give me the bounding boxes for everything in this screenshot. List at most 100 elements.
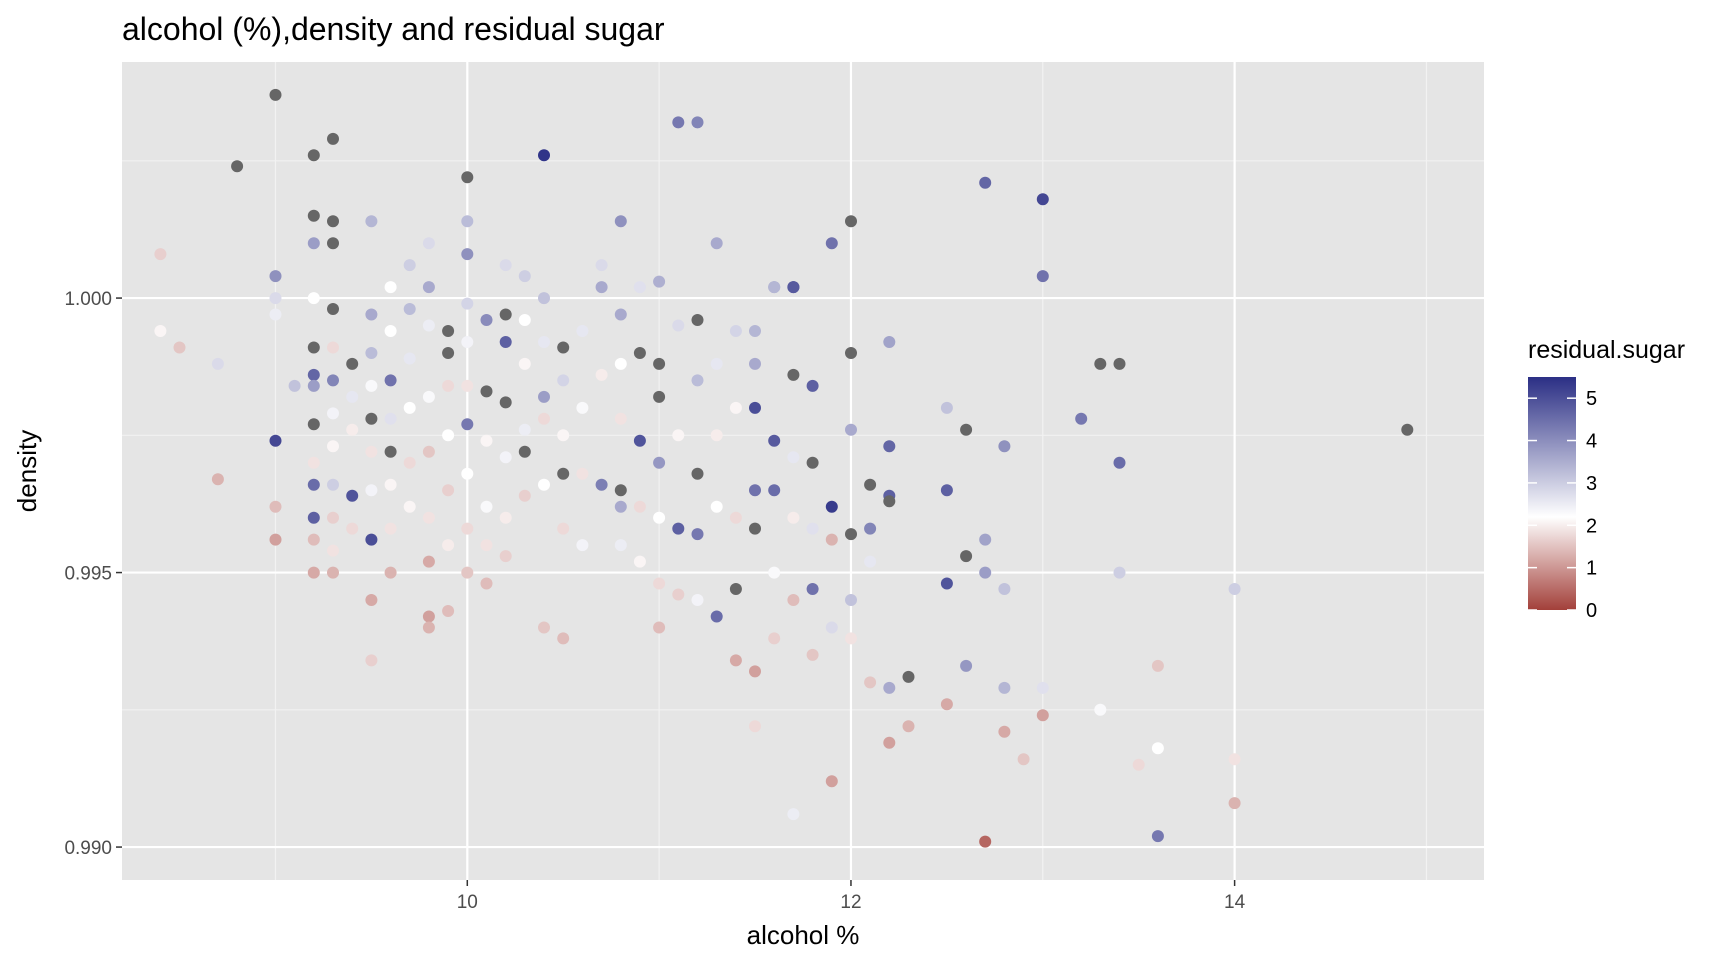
- data-point: [327, 132, 339, 145]
- data-point: [307, 456, 320, 469]
- data-point: [979, 533, 992, 546]
- data-point: [729, 654, 742, 667]
- data-point: [787, 451, 800, 464]
- data-point: [557, 632, 570, 645]
- data-point: [461, 418, 474, 431]
- data-point: [845, 594, 857, 606]
- data-point: [614, 412, 627, 425]
- data-point: [327, 341, 339, 354]
- data-point: [825, 533, 838, 546]
- x-tick-label: 14: [1224, 892, 1246, 913]
- data-point: [346, 423, 359, 436]
- legend-tick-label: 3: [1586, 473, 1597, 495]
- data-point: [1094, 357, 1107, 370]
- data-point: [384, 374, 397, 387]
- data-point: [883, 736, 896, 749]
- data-point: [864, 676, 877, 689]
- data-point: [307, 511, 320, 524]
- data-point: [384, 522, 397, 535]
- data-point: [538, 478, 550, 491]
- data-point: [614, 539, 627, 552]
- data-point: [557, 429, 570, 442]
- data-point: [422, 445, 435, 458]
- data-point: [538, 621, 550, 634]
- data-point: [422, 621, 435, 634]
- data-point: [998, 681, 1011, 694]
- data-point: [499, 308, 512, 321]
- data-point: [307, 566, 320, 579]
- data-point: [327, 478, 339, 491]
- data-point: [480, 500, 493, 513]
- data-point: [403, 352, 416, 365]
- data-point: [595, 259, 608, 272]
- data-point: [768, 281, 781, 294]
- data-point: [1151, 659, 1164, 672]
- legend: residual.sugar 0 1 2 3 4 5: [1528, 336, 1685, 622]
- data-point: [710, 610, 723, 623]
- data-point: [845, 347, 857, 359]
- data-point: [365, 654, 378, 667]
- data-point: [1151, 830, 1164, 843]
- data-point: [442, 379, 455, 392]
- data-point: [672, 116, 685, 129]
- data-point: [403, 500, 416, 513]
- data-point: [806, 583, 819, 595]
- data-point: [480, 434, 493, 447]
- data-point: [173, 341, 186, 354]
- data-point: [576, 401, 589, 414]
- legend-title: residual.sugar: [1528, 336, 1685, 364]
- data-point: [768, 484, 781, 497]
- data-point: [518, 270, 531, 283]
- data-point: [307, 368, 320, 381]
- data-point: [729, 325, 742, 337]
- data-point: [499, 259, 512, 272]
- data-point: [672, 522, 685, 535]
- data-point: [365, 484, 378, 497]
- data-point: [653, 511, 666, 524]
- data-point: [365, 308, 378, 321]
- data-point: [538, 336, 550, 348]
- data-point: [1228, 797, 1241, 810]
- data-point: [461, 522, 474, 535]
- data-point: [576, 325, 589, 337]
- data-point: [979, 835, 992, 848]
- data-point: [365, 594, 378, 606]
- data-point: [806, 456, 819, 469]
- data-point: [691, 594, 704, 606]
- data-point: [1132, 758, 1145, 771]
- legend-ticks: 0 1 2 3 4 5: [1528, 388, 1597, 622]
- data-point: [557, 522, 570, 535]
- data-point: [576, 467, 589, 480]
- data-point: [557, 341, 570, 354]
- data-point: [979, 566, 992, 579]
- data-point: [653, 621, 666, 634]
- data-point: [480, 577, 493, 590]
- data-point: [154, 325, 167, 337]
- data-point: [614, 484, 627, 497]
- data-point: [269, 292, 282, 305]
- data-point: [346, 489, 359, 502]
- data-point: [710, 429, 723, 442]
- legend-tick-label: 1: [1586, 558, 1597, 580]
- data-point: [327, 511, 339, 524]
- data-point: [365, 445, 378, 458]
- data-point: [499, 511, 512, 524]
- data-point: [403, 259, 416, 272]
- data-point: [691, 528, 704, 541]
- data-point: [461, 379, 474, 392]
- data-point: [327, 566, 339, 579]
- data-point: [749, 665, 761, 678]
- data-point: [538, 149, 550, 162]
- data-point: [1075, 412, 1088, 425]
- data-point: [384, 325, 397, 337]
- grid: [122, 62, 1484, 880]
- data-point: [614, 500, 627, 513]
- data-point: [422, 390, 435, 403]
- data-point: [480, 385, 493, 398]
- data-point: [518, 357, 531, 370]
- data-point: [384, 281, 397, 294]
- data-point: [1036, 193, 1049, 206]
- data-point: [327, 237, 339, 250]
- data-point: [269, 500, 282, 513]
